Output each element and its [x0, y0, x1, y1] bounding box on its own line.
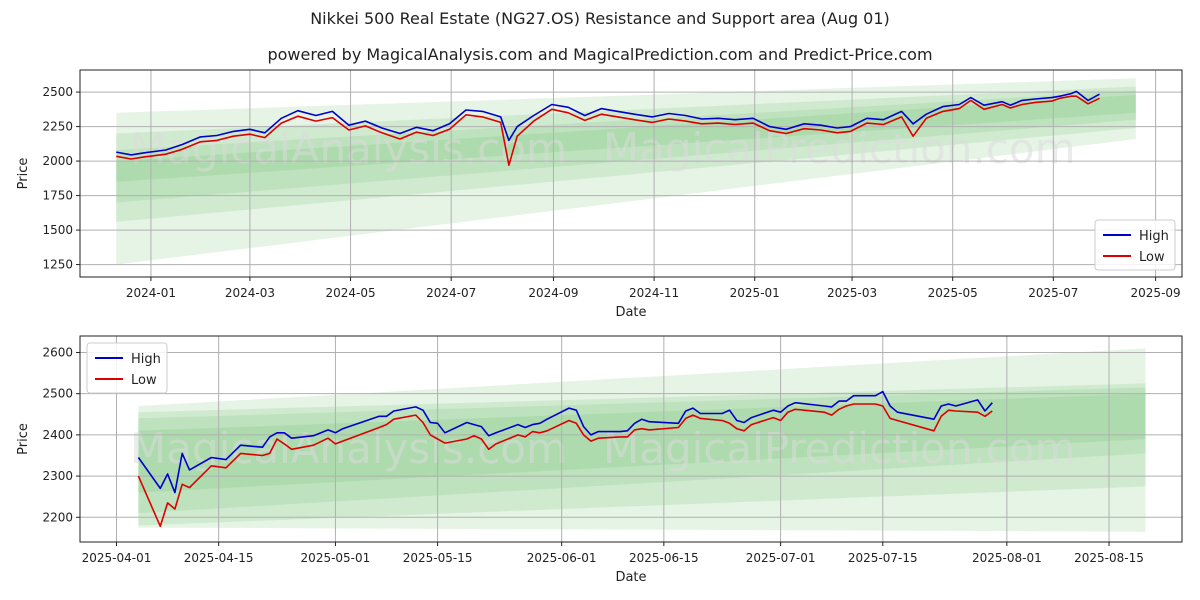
x-tick-label: 2025-05-01 — [301, 551, 371, 565]
y-tick-label: 2250 — [42, 120, 73, 134]
legend-label-low: Low — [1139, 250, 1165, 265]
x-tick-label: 2024-07 — [426, 286, 476, 300]
y-tick-label: 1250 — [42, 258, 73, 272]
x-tick-label: 2025-01 — [730, 286, 780, 300]
x-tick-label: 2024-01 — [126, 286, 176, 300]
x-tick-label: 2025-07-15 — [848, 551, 918, 565]
x-tick-label: 2024-09 — [528, 286, 578, 300]
legend-box — [86, 342, 168, 394]
x-tick-label: 2025-09 — [1131, 286, 1181, 300]
series-line-high — [116, 90, 1100, 156]
chart-subtitle: powered by MagicalAnalysis.com and Magic… — [267, 45, 933, 64]
watermark-text: MagicalAnalysis.com — [130, 424, 567, 473]
band-4 — [138, 393, 1146, 493]
y-tick-label: 1500 — [42, 223, 73, 237]
y-axis-label: Price — [16, 158, 31, 190]
y-axis-label: Price — [16, 423, 31, 455]
legend: High Low — [1094, 219, 1176, 271]
x-axis-label: Date — [615, 305, 646, 320]
y-tick-label: 2400 — [42, 428, 73, 442]
x-tick-label: 2025-05 — [928, 286, 978, 300]
y-tick-label: 2300 — [42, 469, 73, 483]
x-tick-label: 2024-03 — [225, 286, 275, 300]
y-tick-label: 2000 — [42, 154, 73, 168]
x-tick-label: 2025-06-01 — [527, 551, 597, 565]
x-tick-label: 2024-05 — [325, 286, 375, 300]
legend-label-high: High — [131, 352, 161, 367]
x-tick-label: 2024-11 — [629, 286, 679, 300]
series-line-low — [137, 403, 993, 528]
legend: High Low — [86, 342, 168, 394]
x-tick-label: 2025-08-15 — [1074, 551, 1144, 565]
series-line-low — [116, 95, 1100, 166]
x-tick-label: 2025-07-01 — [746, 551, 816, 565]
x-tick-label: 2025-03 — [827, 286, 877, 300]
legend-label-low: Low — [131, 373, 157, 388]
x-axis-label: Date — [615, 570, 646, 585]
legend-label-high: High — [1139, 229, 1169, 244]
band-1 — [138, 348, 1146, 532]
x-tick-label: 2025-06-15 — [629, 551, 699, 565]
chart-panel-2: MagicalAnalysis.com MagicalPrediction.com… — [16, 335, 1183, 585]
chart-title: Nikkei 500 Real Estate (NG27.OS) Resista… — [310, 9, 890, 28]
x-tick-label: 2025-07 — [1028, 286, 1078, 300]
plot-frame — [79, 335, 1183, 543]
y-tick-label: 2500 — [42, 85, 73, 99]
watermark-text: MagicalPrediction.com — [603, 124, 1076, 173]
y-tick-label: 2500 — [42, 387, 73, 401]
band-3 — [116, 90, 1136, 203]
chart-panel-1: MagicalAnalysis.com MagicalPrediction.com… — [16, 69, 1183, 320]
y-tick-label: 2200 — [42, 510, 73, 524]
band-4 — [116, 94, 1136, 182]
y-tick-label: 2600 — [42, 345, 73, 359]
legend-box — [1094, 219, 1176, 271]
x-tick-label: 2025-08-01 — [972, 551, 1042, 565]
band-2 — [116, 86, 1136, 222]
x-tick-label: 2025-04-15 — [184, 551, 254, 565]
series-line-high — [137, 390, 993, 494]
watermark-text: MagicalAnalysis.com — [130, 124, 567, 173]
y-tick-label: 1750 — [42, 189, 73, 203]
x-tick-label: 2025-04-01 — [82, 551, 152, 565]
x-tick-label: 2025-05-15 — [403, 551, 473, 565]
watermark-text: MagicalPrediction.com — [603, 424, 1076, 473]
plot-frame — [79, 69, 1183, 278]
